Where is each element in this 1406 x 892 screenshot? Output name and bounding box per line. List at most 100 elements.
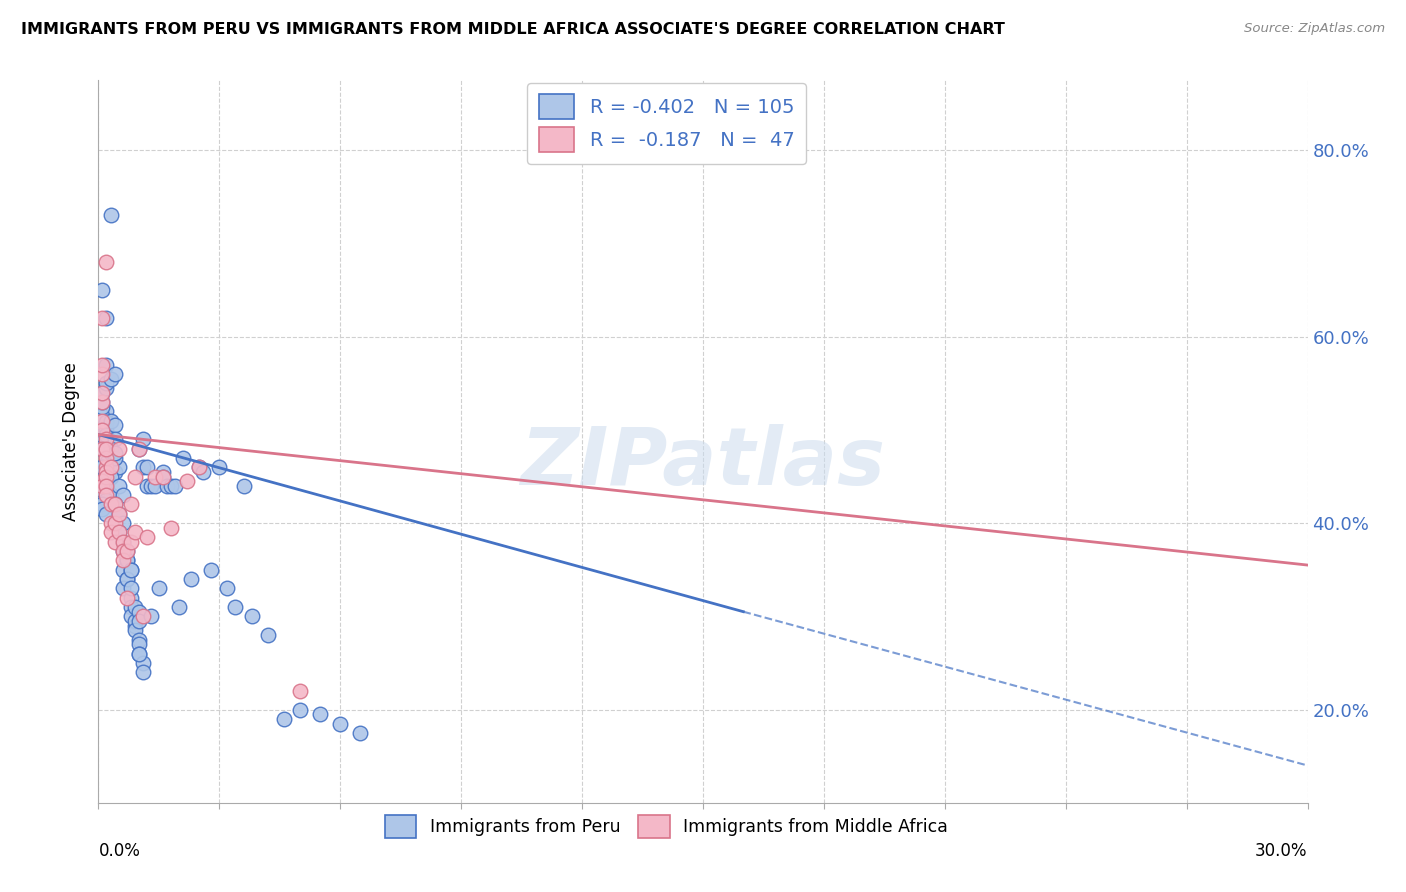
Point — [115, 572, 138, 586]
Point — [111, 544, 134, 558]
Point — [124, 614, 146, 628]
Point — [96, 423, 118, 437]
Point — [124, 469, 146, 483]
Point — [91, 483, 114, 498]
Point — [96, 376, 118, 391]
Point — [188, 460, 211, 475]
Point — [148, 582, 170, 596]
Point — [128, 442, 150, 456]
Point — [111, 553, 134, 567]
Point — [115, 553, 138, 567]
Point — [111, 544, 134, 558]
Point — [111, 516, 134, 530]
Point — [135, 460, 157, 475]
Text: 30.0%: 30.0% — [1256, 842, 1308, 860]
Point — [135, 479, 157, 493]
Point — [100, 446, 122, 460]
Point — [132, 609, 155, 624]
Point — [91, 460, 114, 475]
Point — [100, 469, 122, 483]
Point — [139, 609, 162, 624]
Point — [103, 446, 125, 460]
Point — [128, 605, 150, 619]
Point — [111, 488, 134, 502]
Point — [96, 479, 118, 493]
Point — [107, 460, 129, 475]
Point — [91, 423, 114, 437]
Point — [100, 209, 122, 223]
Point — [128, 614, 150, 628]
Point — [91, 283, 114, 297]
Point — [232, 479, 254, 493]
Point — [91, 413, 114, 427]
Point — [96, 442, 118, 456]
Point — [132, 656, 155, 670]
Point — [91, 409, 114, 423]
Text: Source: ZipAtlas.com: Source: ZipAtlas.com — [1244, 22, 1385, 36]
Point — [188, 460, 211, 475]
Point — [143, 479, 166, 493]
Point — [96, 469, 118, 483]
Point — [208, 460, 231, 475]
Point — [96, 311, 118, 326]
Point — [91, 432, 114, 446]
Point — [103, 418, 125, 433]
Point — [96, 255, 118, 269]
Point — [115, 553, 138, 567]
Point — [124, 624, 146, 638]
Point — [120, 534, 142, 549]
Point — [115, 591, 138, 605]
Legend: Immigrants from Peru, Immigrants from Middle Africa: Immigrants from Peru, Immigrants from Mi… — [378, 808, 955, 845]
Point — [91, 311, 114, 326]
Point — [172, 450, 194, 465]
Point — [107, 525, 129, 540]
Point — [103, 465, 125, 479]
Point — [96, 381, 118, 395]
Point — [167, 600, 190, 615]
Point — [128, 637, 150, 651]
Point — [107, 442, 129, 456]
Point — [96, 413, 118, 427]
Point — [96, 492, 118, 507]
Point — [96, 488, 118, 502]
Point — [91, 442, 114, 456]
Point — [329, 716, 352, 731]
Point — [124, 525, 146, 540]
Point — [91, 427, 114, 442]
Point — [256, 628, 278, 642]
Point — [103, 450, 125, 465]
Text: IMMIGRANTS FROM PERU VS IMMIGRANTS FROM MIDDLE AFRICA ASSOCIATE'S DEGREE CORRELA: IMMIGRANTS FROM PERU VS IMMIGRANTS FROM … — [21, 22, 1005, 37]
Point — [111, 582, 134, 596]
Point — [120, 600, 142, 615]
Point — [91, 395, 114, 409]
Point — [107, 479, 129, 493]
Point — [240, 609, 263, 624]
Point — [156, 479, 179, 493]
Point — [288, 684, 311, 698]
Point — [91, 474, 114, 488]
Point — [103, 498, 125, 512]
Point — [96, 507, 118, 521]
Point — [120, 563, 142, 577]
Point — [103, 534, 125, 549]
Point — [120, 609, 142, 624]
Point — [120, 582, 142, 596]
Point — [91, 385, 114, 400]
Point — [135, 530, 157, 544]
Point — [91, 498, 114, 512]
Point — [200, 563, 222, 577]
Point — [128, 442, 150, 456]
Point — [91, 358, 114, 372]
Point — [152, 469, 174, 483]
Point — [132, 460, 155, 475]
Point — [349, 726, 371, 740]
Point — [100, 371, 122, 385]
Point — [224, 600, 246, 615]
Point — [115, 572, 138, 586]
Point — [107, 507, 129, 521]
Point — [176, 474, 198, 488]
Point — [91, 395, 114, 409]
Point — [103, 516, 125, 530]
Point — [96, 465, 118, 479]
Point — [96, 456, 118, 470]
